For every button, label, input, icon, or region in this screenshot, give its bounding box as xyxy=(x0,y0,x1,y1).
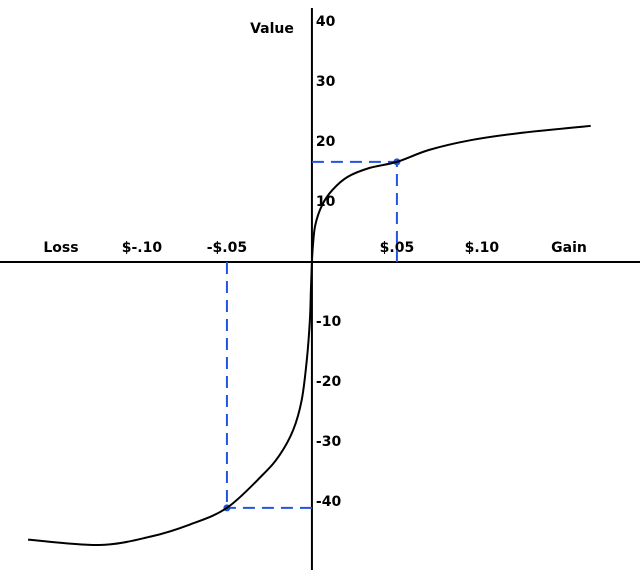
x-axis-label-left: Loss xyxy=(43,240,78,256)
y-tick-label: -20 xyxy=(316,374,342,390)
value-curve xyxy=(27,124,591,547)
y-tick-label: 10 xyxy=(316,194,336,210)
x-axis-label-right: Gain xyxy=(551,240,587,256)
x-tick-label: $-.10 xyxy=(122,240,163,256)
y-tick-label: 20 xyxy=(316,134,336,150)
y-tick-label: -30 xyxy=(316,434,342,450)
y-tick-label: 30 xyxy=(316,74,336,90)
y-tick-label: -40 xyxy=(316,494,342,510)
x-tick-label: $.10 xyxy=(465,240,500,256)
y-tick-label: -10 xyxy=(316,314,342,330)
x-tick-label: $.05 xyxy=(380,240,415,256)
y-tick-label: 40 xyxy=(316,14,336,30)
y-axis-label: Value xyxy=(250,21,294,37)
x-tick-label: -$.05 xyxy=(207,240,247,256)
